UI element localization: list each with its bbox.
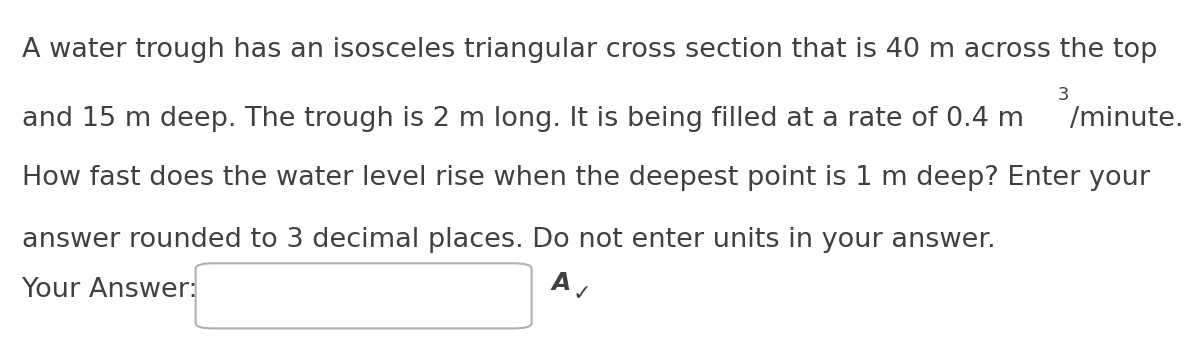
Text: and 15 m deep. The trough is 2 m long. It is being filled at a rate of 0.4 m: and 15 m deep. The trough is 2 m long. I… [22,106,1024,132]
Text: A: A [552,271,571,295]
Text: Your Answer:: Your Answer: [22,277,197,303]
Text: ✓: ✓ [572,284,592,304]
Text: 3: 3 [1058,86,1069,104]
Text: How fast does the water level rise when the deepest point is 1 m deep? Enter you: How fast does the water level rise when … [22,165,1150,191]
Text: A water trough has an isosceles triangular cross section that is 40 m across the: A water trough has an isosceles triangul… [22,37,1157,63]
Text: /minute.: /minute. [1070,106,1183,132]
Text: answer rounded to 3 decimal places. Do not enter units in your answer.: answer rounded to 3 decimal places. Do n… [22,227,995,253]
